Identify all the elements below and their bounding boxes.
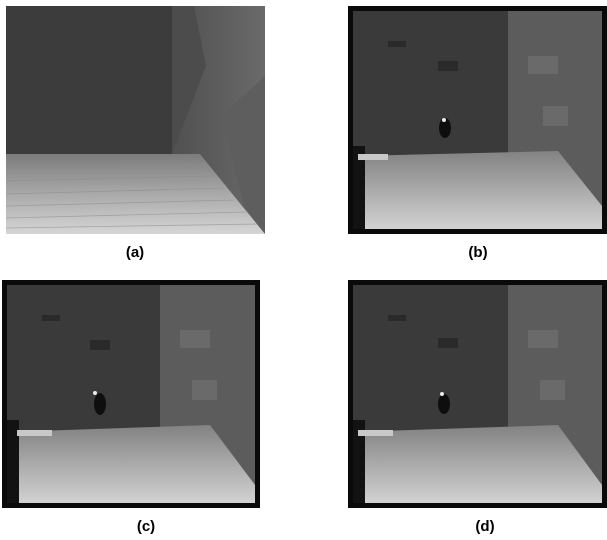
caption-d: (d): [475, 518, 495, 535]
depth-map-b: [348, 6, 607, 234]
caption-c: (c): [136, 518, 156, 535]
panel-d: [348, 280, 607, 508]
panel-b: [348, 6, 607, 234]
caption-b: (b): [468, 244, 488, 261]
depth-map-a: [6, 6, 265, 234]
caption-a: (a): [125, 244, 145, 261]
depth-map-d: [348, 280, 607, 508]
panel-c: [2, 280, 260, 508]
panel-a: [6, 6, 265, 234]
depth-map-c: [2, 280, 260, 508]
